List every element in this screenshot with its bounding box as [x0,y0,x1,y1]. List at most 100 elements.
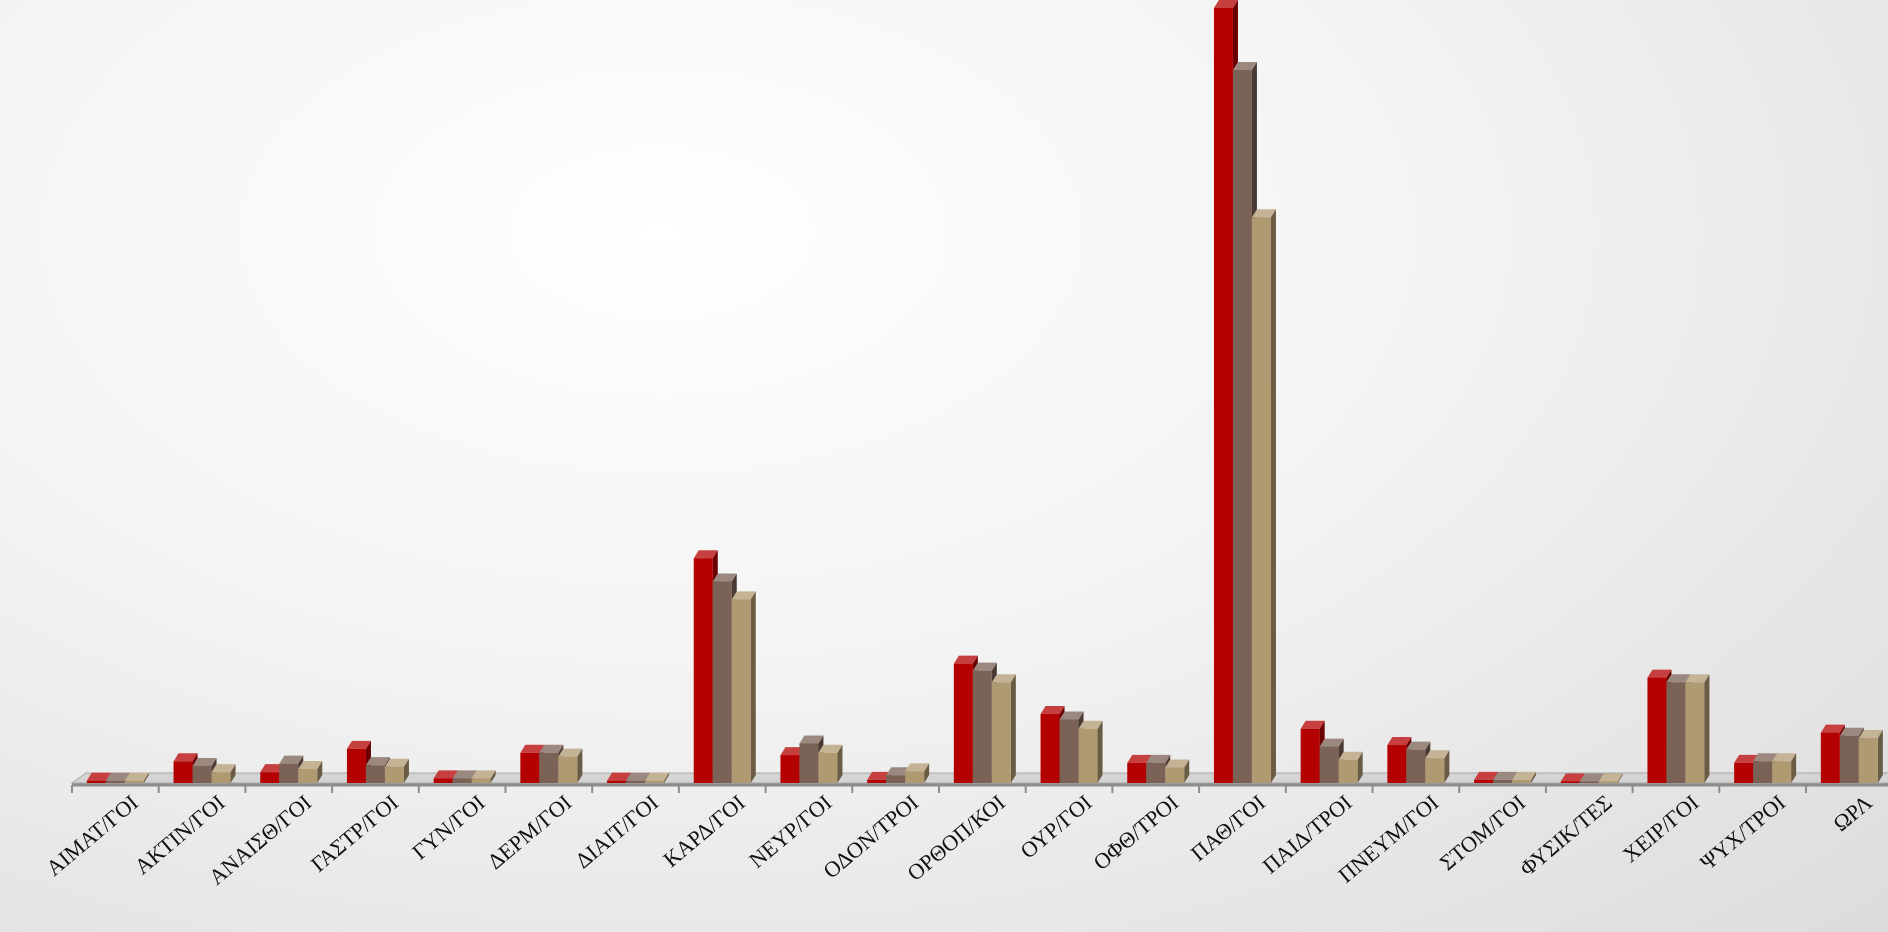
bar [1598,773,1623,783]
bar-top [712,573,737,582]
bar-front [1059,719,1079,783]
x-tick-label: ΚΑΡΔ/ΓΟΙ [658,790,750,872]
bar-front [1251,217,1271,783]
bar-top [1146,754,1171,763]
bar [1685,674,1710,783]
bar-top [693,550,718,559]
bar-top [1387,737,1412,746]
bar-top [1425,750,1450,759]
x-tick-label: ΟΥΡ/ΓΟΙ [1015,790,1096,864]
bar-top [1165,759,1190,768]
bar-front [1598,781,1618,783]
bar-top [279,755,304,764]
bar-top [905,763,930,772]
bar-top [1406,741,1431,750]
x-tick-label: ΔΕΡΜ/ΓΟΙ [483,790,577,874]
bar-top [1820,724,1845,733]
bar-front [1300,728,1320,783]
bar-top [991,674,1016,683]
bar-front [1406,749,1426,783]
bar-side [1010,674,1016,783]
bar-front [384,766,404,783]
bar-front [1319,746,1339,783]
bar-top [780,747,805,756]
bar-top [365,757,390,766]
x-axis [71,783,1888,793]
bar-side [1531,771,1537,783]
bar-front [1560,781,1580,783]
x-tick-label: ΩΡΛ [1828,790,1877,837]
bar-side [750,591,756,783]
bar-front [1387,745,1407,783]
bar-front [452,778,472,783]
bar-top [1127,754,1152,763]
bar-front [1839,735,1859,783]
bar-top [1232,62,1257,70]
bar-top [645,772,670,781]
bar-top [1300,720,1325,729]
bar-top [1059,711,1084,720]
bar-front [693,558,713,783]
x-tick-label: ΦΥΣΙΚ/ΤΕΣ [1515,790,1617,881]
bar-top [452,770,477,779]
bar-front [972,670,992,783]
bar-front [279,763,299,783]
bar-top [1338,751,1363,760]
bar-front [1493,779,1513,783]
bar-front [346,748,366,783]
x-tick-label: ΧΕΙΡ/ΓΟΙ [1618,790,1704,868]
bar-front [260,772,280,783]
bar-top [953,655,978,664]
bar-front [1165,767,1185,783]
bar-front [953,663,973,783]
bar-side [1184,759,1190,783]
bar-top [86,772,111,781]
bar-top [471,770,496,779]
chart-bars [86,0,1883,783]
bar-top [886,767,911,776]
bar-top [1078,720,1103,729]
bar-top [1560,773,1585,782]
bar-top [818,744,843,753]
x-tick-label: ΓΑΣΤΡ/ΓΟΙ [306,790,403,877]
bar-top [1512,771,1537,780]
bar-front [818,752,838,783]
bar-top [1474,771,1499,780]
bar-side [664,772,670,783]
bar-top [173,753,198,762]
bar-front [799,743,819,783]
bar [384,758,409,783]
bar-front [626,780,646,783]
bar-top [384,758,409,767]
bar [1425,750,1450,783]
bar-front [1647,677,1667,783]
bar-side [924,763,930,783]
bar-side [490,770,496,783]
bar-top [1319,738,1344,747]
bar-top [1647,669,1672,678]
bar-front [1820,732,1840,783]
bar-top [1251,209,1276,218]
bar [471,770,496,783]
bar-front [105,780,125,783]
bar-side [1617,773,1623,783]
bar-top [867,771,892,780]
bar-front [991,682,1011,783]
bar-front [645,780,665,783]
x-tick-label: ΓΥΝ/ΓΟΙ [407,790,489,865]
bar-side [403,758,409,783]
bar-front [1474,779,1494,783]
bar-front [520,752,540,783]
bar-top [433,770,458,779]
bar [1251,209,1276,783]
bar-top [1040,706,1065,715]
bar-side [1357,751,1363,783]
bar-top [731,591,756,600]
bar-side [1097,720,1103,783]
bar-front [867,779,887,783]
bar-top [105,772,130,781]
bar-front [1425,758,1445,783]
bar [1858,730,1883,783]
bar-front [1858,738,1878,783]
